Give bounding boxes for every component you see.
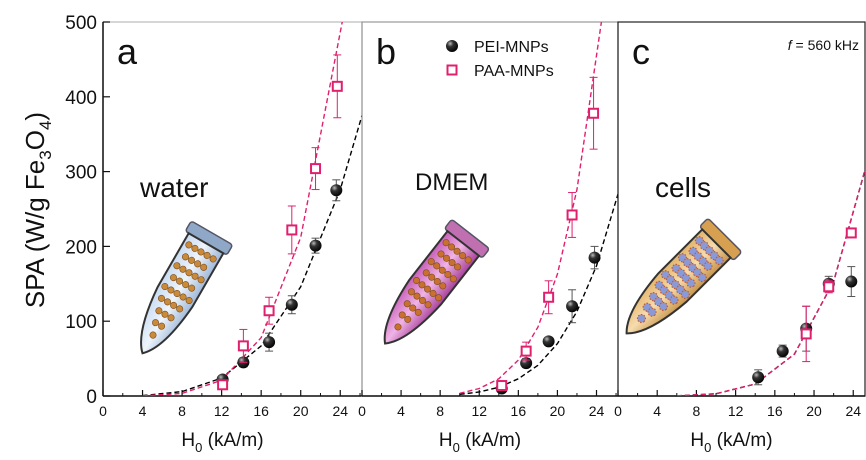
x-label-part: 0 [704, 440, 711, 455]
x-tick-label: 20 [293, 403, 309, 419]
marker [265, 306, 274, 315]
marker [777, 345, 789, 357]
x-tick-label: 24 [845, 403, 861, 419]
x-tick-label: 12 [214, 403, 230, 419]
y-label-part: 3 [36, 150, 55, 159]
x-tick-label: 12 [728, 403, 744, 419]
panel-label: b [376, 31, 396, 72]
marker [824, 282, 833, 291]
x-tick-label: 24 [589, 403, 605, 419]
annotation: water [139, 172, 208, 203]
figure: 048121620240100200300400500H0 (kA/m)SPA … [0, 0, 866, 460]
y-tick-label: 100 [65, 312, 97, 333]
panel-frame [618, 22, 865, 396]
x-tick-label: 4 [397, 403, 405, 419]
marker [845, 276, 857, 288]
marker [847, 228, 856, 237]
marker [311, 164, 320, 173]
y-tick-label: 0 [86, 387, 97, 408]
panel-label: a [117, 31, 138, 72]
tube-water [122, 221, 233, 365]
x-tick-label: 8 [693, 403, 701, 419]
marker [543, 335, 555, 347]
x-tick-label: 16 [767, 403, 783, 419]
x-tick-label: 20 [550, 403, 566, 419]
marker [544, 293, 553, 302]
x-axis-label: H0 (kA/m) [181, 430, 263, 455]
x-label-part: (kA/m) [460, 430, 521, 451]
x-tick-label: 8 [436, 403, 444, 419]
y-label-part: 4 [36, 121, 55, 130]
fit-curve [143, 22, 343, 396]
y-tick-label: 500 [65, 13, 97, 34]
marker [287, 225, 296, 234]
y-tick-label: 400 [65, 88, 97, 109]
x-tick-label: 12 [471, 403, 487, 419]
marker [333, 82, 342, 91]
marker [566, 300, 578, 312]
marker [263, 336, 275, 348]
marker [752, 371, 764, 383]
y-axis-label: SPA (W/g Fe3O4) [20, 112, 55, 308]
x-tick-label: 8 [178, 403, 186, 419]
x-label-part: (kA/m) [202, 430, 263, 451]
marker [589, 109, 598, 118]
marker [802, 329, 811, 338]
x-tick-label: 4 [139, 403, 147, 419]
marker [330, 184, 342, 196]
x-tick-label: 24 [332, 403, 348, 419]
page: 048121620240100200300400500H0 (kA/m)SPA … [0, 0, 866, 460]
marker [286, 299, 298, 311]
x-tick-label: 4 [653, 403, 661, 419]
fit-curve [460, 194, 618, 394]
x-label-part: H [690, 430, 704, 451]
x-label-part: H [181, 430, 195, 451]
marker [218, 380, 227, 389]
legend-marker [448, 66, 457, 75]
y-tick-label: 200 [65, 237, 97, 258]
x-tick-label: 16 [253, 403, 269, 419]
marker [310, 240, 322, 252]
annotation-note: f = 560 kHz [788, 37, 859, 53]
y-label-part: O [20, 130, 50, 150]
x-tick-label: 20 [806, 403, 822, 419]
x-tick-label: 0 [358, 403, 366, 419]
x-tick-label: 16 [511, 403, 527, 419]
annotation: cells [655, 172, 711, 203]
marker [522, 347, 531, 356]
x-axis-label: H0 (kA/m) [439, 430, 521, 455]
note-part: = 560 kHz [792, 37, 859, 53]
x-label-part: H [439, 430, 453, 451]
legend-marker [446, 40, 458, 52]
x-label-part: (kA/m) [711, 430, 772, 451]
y-tick-label: 300 [65, 163, 97, 184]
x-axis-label: H0 (kA/m) [690, 430, 772, 455]
legend-label: PEI-MNPs [474, 39, 549, 56]
tube-cells [610, 218, 742, 350]
x-label-part: 0 [195, 440, 202, 455]
marker [239, 341, 248, 350]
x-tick-label: 0 [99, 403, 107, 419]
legend-label: PAA-MNPs [474, 63, 554, 80]
panel-label: c [632, 31, 650, 72]
y-label-part: ) [20, 112, 50, 121]
marker [497, 381, 506, 390]
marker [589, 252, 601, 264]
y-label-part: SPA (W/g Fe [20, 160, 50, 308]
marker [568, 210, 577, 219]
tube-dmem [366, 219, 489, 358]
x-tick-label: 0 [614, 403, 622, 419]
x-label-part: 0 [453, 440, 460, 455]
annotation: DMEM [415, 169, 488, 196]
